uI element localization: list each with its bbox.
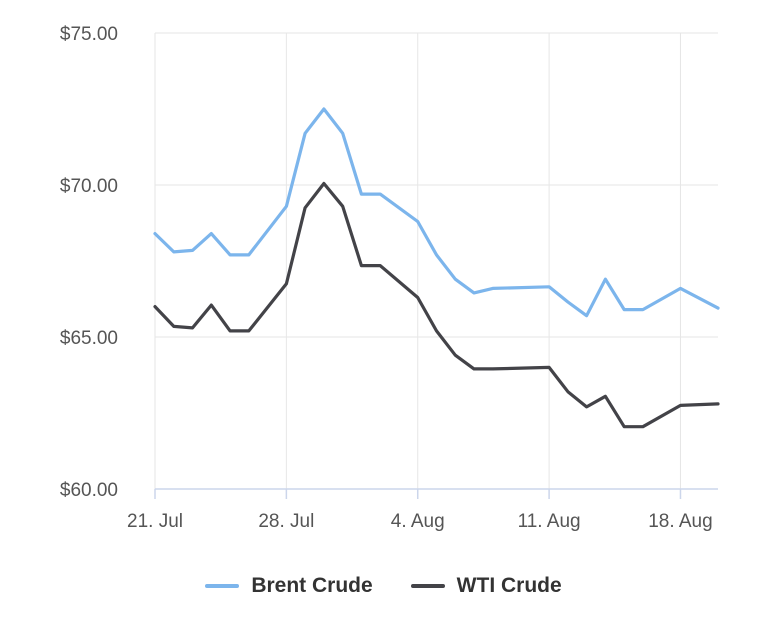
- legend-item-wti[interactable]: WTI Crude: [410, 574, 562, 598]
- grid-lines: [154, 32, 718, 489]
- series-line-brent-crude[interactable]: [153, 107, 720, 318]
- legend-swatch-brent: [205, 584, 240, 588]
- x-tick-label: 28. Jul: [258, 511, 314, 532]
- x-tick-label: 18. Aug: [648, 511, 712, 532]
- legend-label-brent: Brent Crude: [251, 574, 373, 597]
- y-axis-ticks: $60.00 $65.00 $70.00 $75.00: [60, 24, 118, 501]
- legend-swatch-wti: [410, 584, 445, 588]
- series-line-wti-crude[interactable]: [153, 181, 720, 429]
- y-tick-label: $70.00: [60, 176, 118, 197]
- x-tick-label: 4. Aug: [391, 511, 445, 532]
- axes: [154, 488, 718, 499]
- y-tick-label: $65.00: [60, 328, 118, 349]
- x-tick-label: 21. Jul: [127, 511, 183, 532]
- y-tick-label: $75.00: [60, 24, 118, 45]
- legend-item-brent[interactable]: Brent Crude: [205, 574, 373, 598]
- series-group: [153, 107, 720, 429]
- y-tick-label: $60.00: [60, 480, 118, 501]
- x-tick-label: 11. Aug: [518, 511, 581, 532]
- legend-label-wti: WTI Crude: [456, 574, 562, 597]
- x-axis-ticks: 21. Jul 28. Jul 4. Aug 11. Aug 18. Aug: [127, 511, 713, 532]
- legend: Brent Crude WTI Crude: [0, 566, 767, 606]
